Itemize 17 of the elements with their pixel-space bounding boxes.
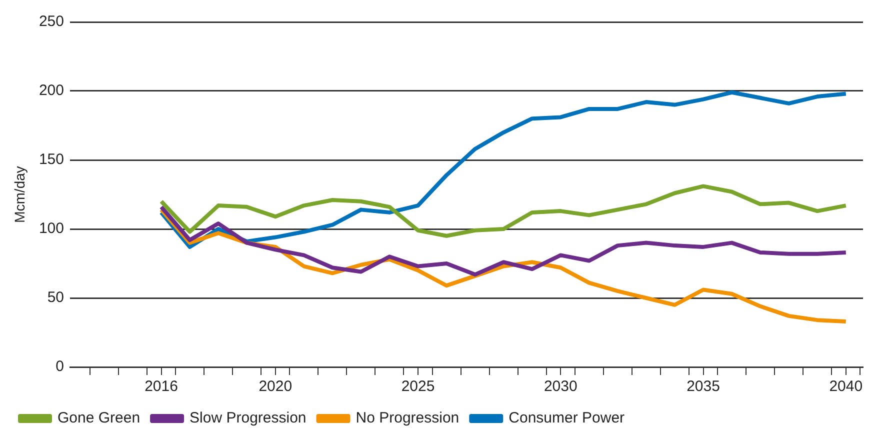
y-tick-label: 100 [38, 220, 64, 238]
legend-label: Gone Green [58, 410, 140, 427]
x-tick-label: 2030 [544, 378, 578, 396]
y-tick-label: 0 [56, 358, 64, 376]
x-tick-label: 2025 [401, 378, 435, 396]
legend-label: Consumer Power [508, 410, 625, 427]
y-tick-label: 50 [47, 289, 64, 306]
y-tick-label: 250 [38, 13, 64, 30]
x-tick-label: 2016 [144, 378, 178, 396]
y-tick-label: 200 [38, 82, 64, 100]
legend-label: Slow Progression [190, 410, 306, 427]
y-axis-title: Mcm/day [11, 166, 28, 223]
x-tick-label: 2040 [829, 378, 863, 396]
x-tick-label: 2020 [258, 378, 292, 396]
y-tick-label: 150 [38, 151, 64, 168]
x-tick-label: 2035 [686, 378, 720, 396]
legend-label: No Progression [356, 410, 460, 427]
